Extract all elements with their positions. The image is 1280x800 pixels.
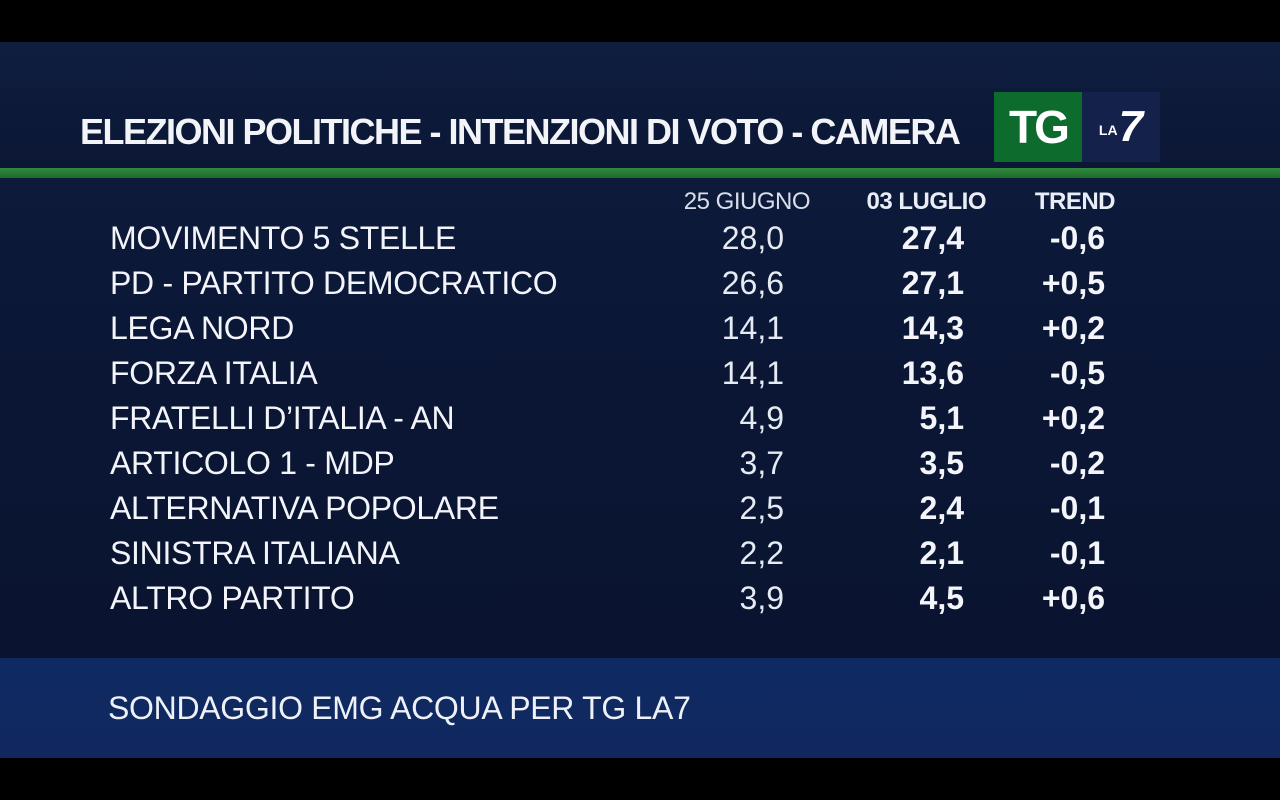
table-row: MOVIMENTO 5 STELLE 28,0 27,4 -0,6 (0, 216, 1280, 261)
party-name: ALTERNATIVA POPOLARE (110, 490, 499, 526)
green-divider (0, 168, 1280, 178)
column-header-trend: TREND (1034, 188, 1116, 215)
page-title: ELEZIONI POLITICHE - INTENZIONI DI VOTO … (80, 111, 961, 152)
table-row: ALTRO PARTITO 3,9 4,5 +0,6 (0, 576, 1280, 621)
value-25-giugno: 3,7 (739, 445, 784, 481)
footer-band (0, 658, 1280, 758)
value-25-giugno: 2,5 (739, 490, 784, 526)
party-name: LEGA NORD (110, 310, 295, 346)
value-03-luglio: 27,4 (901, 220, 964, 256)
table-row: FRATELLI D’ITALIA - AN 4,9 5,1 +0,2 (0, 396, 1280, 441)
trend-value: -0,1 (1049, 490, 1105, 526)
trend-value: -0,5 (1049, 355, 1105, 391)
table-row: SINISTRA ITALIANA 2,2 2,1 -0,1 (0, 531, 1280, 576)
value-25-giugno: 14,1 (721, 355, 784, 391)
column-header-25-giugno: 25 GIUGNO (683, 188, 811, 215)
value-03-luglio: 2,4 (919, 490, 964, 526)
value-03-luglio: 4,5 (919, 580, 964, 616)
trend-value: +0,5 (1041, 265, 1105, 301)
party-name: FRATELLI D’ITALIA - AN (110, 400, 455, 436)
logo-seven: 7 (1118, 102, 1144, 151)
value-25-giugno: 4,9 (739, 400, 784, 436)
party-name: FORZA ITALIA (110, 355, 318, 391)
column-header-03-luglio: 03 LUGLIO (866, 188, 986, 215)
value-03-luglio: 5,1 (919, 400, 964, 436)
tg-la7-logo: TG LA 7 (994, 92, 1160, 162)
table-row: PD - PARTITO DEMOCRATICO 26,6 27,1 +0,5 (0, 261, 1280, 306)
value-25-giugno: 28,0 (721, 220, 784, 256)
trend-value: +0,2 (1041, 400, 1105, 436)
value-03-luglio: 3,5 (919, 445, 964, 481)
value-25-giugno: 2,2 (739, 535, 784, 571)
value-03-luglio: 27,1 (901, 265, 964, 301)
logo-la7: LA 7 (1082, 92, 1160, 162)
value-25-giugno: 26,6 (721, 265, 784, 301)
party-name: SINISTRA ITALIANA (110, 535, 400, 571)
value-03-luglio: 13,6 (901, 355, 964, 391)
trend-value: +0,2 (1041, 310, 1105, 346)
value-03-luglio: 2,1 (919, 535, 964, 571)
table-row: LEGA NORD 14,1 14,3 +0,2 (0, 306, 1280, 351)
table-row: ALTERNATIVA POPOLARE 2,5 2,4 -0,1 (0, 486, 1280, 531)
trend-value: +0,6 (1041, 580, 1105, 616)
value-03-luglio: 14,3 (901, 310, 964, 346)
table-row: ARTICOLO 1 - MDP 3,7 3,5 -0,2 (0, 441, 1280, 486)
source-caption: SONDAGGIO EMG ACQUA PER TG LA7 (108, 690, 691, 726)
party-name: ARTICOLO 1 - MDP (110, 445, 395, 481)
trend-value: -0,1 (1049, 535, 1105, 571)
logo-tg: TG (994, 92, 1082, 162)
logo-la: LA (1098, 122, 1118, 138)
value-25-giugno: 3,9 (739, 580, 784, 616)
party-name: PD - PARTITO DEMOCRATICO (110, 265, 558, 301)
party-name: MOVIMENTO 5 STELLE (110, 220, 457, 256)
trend-value: -0,6 (1049, 220, 1105, 256)
value-25-giugno: 14,1 (721, 310, 784, 346)
trend-value: -0,2 (1049, 445, 1105, 481)
party-name: ALTRO PARTITO (110, 580, 355, 616)
table-row: FORZA ITALIA 14,1 13,6 -0,5 (0, 351, 1280, 396)
